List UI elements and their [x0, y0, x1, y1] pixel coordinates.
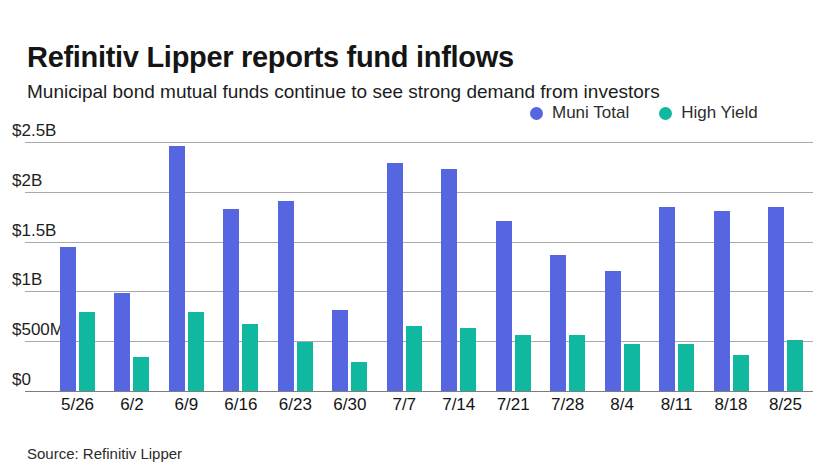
x-axis-tick-label: 6/30: [320, 395, 380, 415]
high-yield-bar: [242, 324, 258, 391]
muni-total-bar: [223, 209, 239, 391]
muni-total-bar: [496, 221, 512, 391]
muni-total-bar: [60, 247, 76, 391]
muni-total-bar: [387, 163, 403, 391]
x-axis-tick-label: 8/18: [701, 395, 761, 415]
x-axis-tick-label: 8/11: [647, 395, 707, 415]
gridline: [25, 242, 813, 243]
x-axis-tick-label: 7/14: [429, 395, 489, 415]
x-axis-tick-label: 6/2: [102, 395, 162, 415]
muni-total-bar: [550, 255, 566, 391]
y-axis-tick-label: $2B: [12, 171, 42, 191]
high-yield-bar: [133, 357, 149, 391]
high-yield-bar: [79, 312, 95, 391]
x-axis-tick-label: 6/16: [211, 395, 271, 415]
high-yield-bar: [787, 340, 803, 391]
muni-total-bar: [768, 207, 784, 391]
gridline: [25, 142, 813, 143]
x-axis-tick-label: 7/21: [483, 395, 543, 415]
bar-chart-plot-area: $0 $500M $1B $1.5B $2B $2.5B 5/266/26/96/166/2…: [0, 0, 840, 472]
chart-figure: Refinitiv Lipper reports fund inflows Mu…: [0, 0, 840, 472]
muni-total-bar: [169, 146, 185, 391]
high-yield-bar: [460, 328, 476, 391]
muni-total-bar: [605, 271, 621, 391]
x-axis-baseline: [25, 391, 813, 392]
x-axis-tick-label: 8/4: [592, 395, 652, 415]
source-note: Source: Refinitiv Lipper: [27, 445, 182, 462]
x-axis-tick-label: 8/25: [755, 395, 815, 415]
high-yield-bar: [678, 344, 694, 391]
muni-total-bar: [114, 293, 130, 391]
high-yield-bar: [515, 335, 531, 391]
high-yield-bar: [297, 342, 313, 391]
gridline: [25, 291, 813, 292]
high-yield-bar: [351, 362, 367, 391]
muni-total-bar: [278, 201, 294, 391]
muni-total-bar: [332, 310, 348, 391]
high-yield-bar: [733, 355, 749, 391]
gridline: [25, 192, 813, 193]
y-axis-tick-label: $1B: [12, 270, 42, 290]
high-yield-bar: [624, 344, 640, 391]
y-axis-tick-label: $1.5B: [12, 221, 56, 241]
x-axis-tick-label: 6/23: [265, 395, 325, 415]
x-axis-tick-label: 7/7: [374, 395, 434, 415]
high-yield-bar: [569, 335, 585, 391]
y-axis-tick-label: $2.5B: [12, 121, 56, 141]
y-axis-tick-label: $500M: [12, 320, 64, 340]
high-yield-bar: [188, 312, 204, 391]
x-axis-tick-label: 5/26: [48, 395, 108, 415]
muni-total-bar: [714, 211, 730, 391]
muni-total-bar: [441, 169, 457, 391]
x-axis-tick-label: 6/9: [156, 395, 216, 415]
y-axis-tick-label: $0: [12, 370, 31, 390]
muni-total-bar: [659, 207, 675, 391]
x-axis-tick-label: 7/28: [538, 395, 598, 415]
high-yield-bar: [406, 326, 422, 391]
